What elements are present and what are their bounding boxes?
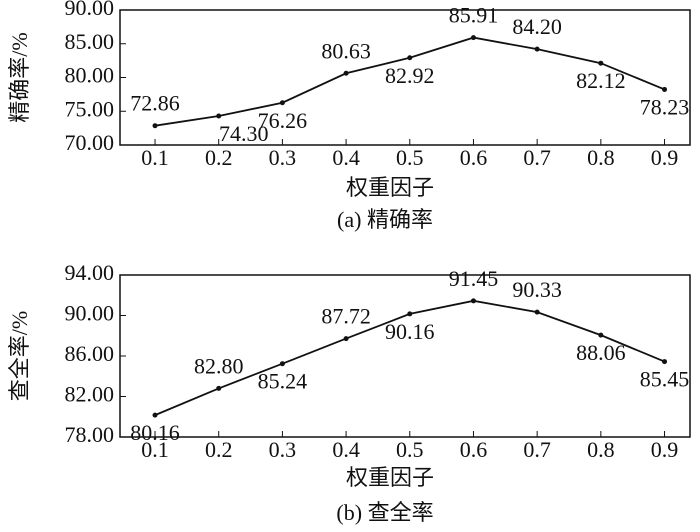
y-tick-label: 70.00 [65,130,115,155]
data-point [216,385,222,391]
data-label: 78.23 [640,94,690,119]
data-point [598,332,604,338]
x-tick-label: 0.3 [269,437,297,462]
data-point [407,311,413,317]
caption: (b) 查全率 [336,500,433,525]
x-tick-label: 0.2 [205,145,233,170]
data-label: 84.20 [512,14,562,39]
x-tick-label: 0.4 [332,437,360,462]
x-axis-label: 权重因子 [346,175,434,200]
data-label: 90.33 [512,277,562,302]
x-tick-label: 0.1 [141,437,169,462]
y-axis-label: 精确率/% [7,32,32,122]
data-point [279,100,285,106]
data-label: 85.45 [640,367,690,392]
x-tick-label: 0.2 [205,437,233,462]
y-axis-label: 查全率/% [7,311,32,401]
x-tick-label: 0.4 [332,145,360,170]
data-point [152,123,158,129]
data-label: 82.92 [385,63,435,88]
data-point [152,412,158,418]
x-tick-label: 0.6 [460,437,488,462]
data-point [662,86,668,92]
data-label: 72.86 [130,91,180,116]
data-label: 74.30 [219,121,269,146]
data-point [470,298,476,304]
y-tick-label: 90.00 [65,301,115,326]
data-label: 80.16 [130,420,180,445]
data-point [534,46,540,52]
x-tick-label: 0.3 [269,145,297,170]
x-tick-label: 0.9 [651,145,679,170]
data-label: 91.45 [449,266,499,291]
caption: (a) 精确率 [337,207,433,232]
x-axis-label: 权重因子 [346,465,434,490]
data-point [343,70,349,76]
data-point [407,55,413,61]
x-tick-label: 0.7 [523,145,551,170]
x-tick-label: 0.9 [651,437,679,462]
data-label: 85.24 [258,369,308,394]
y-tick-label: 90.00 [65,0,115,20]
data-point [343,336,349,342]
x-tick-label: 0.8 [587,145,615,170]
data-point [662,359,668,365]
y-tick-label: 82.00 [65,382,115,407]
data-label: 87.72 [321,304,371,329]
y-tick-label: 86.00 [65,341,115,366]
y-tick-label: 94.00 [65,260,115,285]
data-label: 82.12 [576,68,626,93]
x-tick-label: 0.7 [523,437,551,462]
data-point [470,35,476,41]
data-label: 82.80 [194,353,244,378]
data-point [534,309,540,315]
x-tick-label: 0.5 [396,437,424,462]
data-label: 88.06 [576,340,626,365]
data-point [279,361,285,367]
x-tick-label: 0.5 [396,145,424,170]
y-tick-label: 78.00 [65,422,115,447]
y-tick-label: 75.00 [65,96,115,121]
x-tick-label: 0.1 [141,145,169,170]
data-label: 90.16 [385,319,435,344]
x-tick-label: 0.8 [587,437,615,462]
data-point [598,60,604,66]
data-point [216,113,222,119]
x-tick-label: 0.6 [460,145,488,170]
data-label: 76.26 [258,108,308,133]
y-tick-label: 85.00 [65,29,115,54]
y-tick-label: 80.00 [65,63,115,88]
data-label: 85.91 [449,3,499,28]
data-label: 80.63 [321,38,371,63]
